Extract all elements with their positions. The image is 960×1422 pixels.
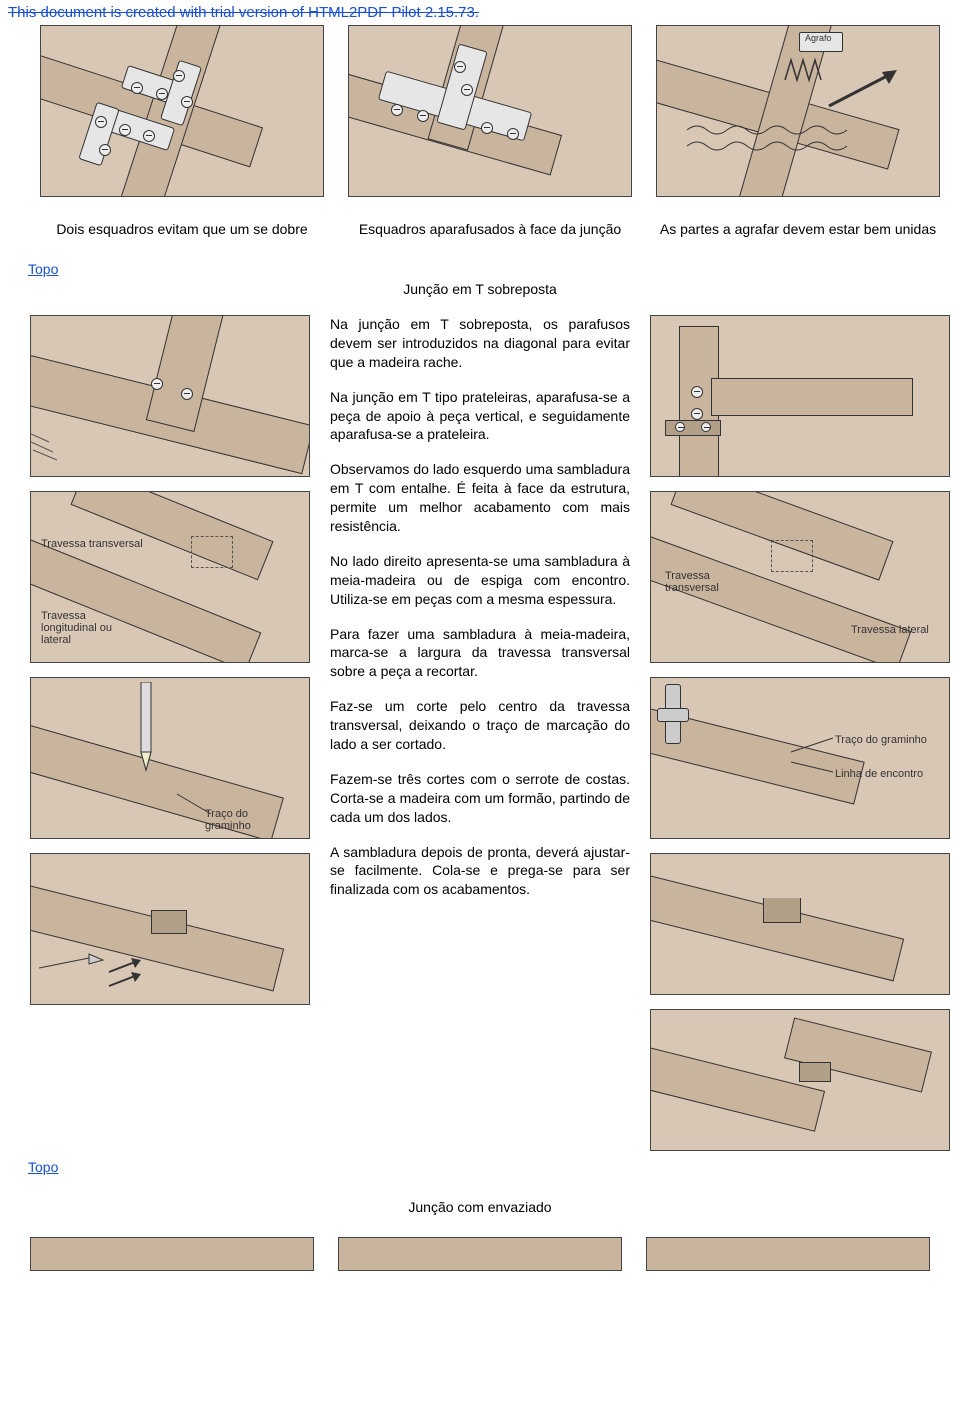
figure-2 [348,25,632,197]
left-fig-1 [30,315,310,477]
right-fig2-label-b: Travessa lateral [851,624,931,636]
para-7: Fazem-se três cortes com o serrote de co… [330,770,630,827]
right-fig-5 [650,1009,950,1151]
para-5: Para fazer uma sambladura à meia-madeira… [330,625,630,682]
figure-1 [40,25,324,197]
topo-link-2[interactable]: Topo [0,1159,960,1175]
left-fig2-label-b: Travessa longitudinal ou lateral [41,610,131,646]
section-title-1: Junção em T sobreposta [0,277,960,315]
para-3: Observamos do lado esquerdo uma sambladu… [330,460,630,536]
right-fig-1 [650,315,950,477]
left-fig2-label-a: Travessa transversal [41,538,143,550]
top-figures-row: Agrafo [0,25,960,207]
para-1: Na junção em T sobreposta, os parafusos … [330,315,630,372]
right-fig2-label-a: Travessa transversal [665,570,735,594]
bottom-strip-3 [646,1237,930,1271]
figure-3: Agrafo [656,25,940,197]
right-fig-3: Traço do graminho Linha de encontro [650,677,950,839]
bottom-figure-strip [0,1223,960,1271]
caption-1: Dois esquadros evitam que um se dobre [40,221,324,237]
left-fig-2: Travessa transversal Travessa longitudin… [30,491,310,663]
section-title-2: Junção com envaziado [0,1175,960,1223]
para-2: Na junção em T tipo prateleiras, aparafu… [330,388,630,445]
left-fig-3: Traço do graminho [30,677,310,839]
left-image-column: Travessa transversal Travessa longitudin… [30,315,310,1005]
bottom-strip-1 [30,1237,314,1271]
caption-3: As partes a agrafar devem estar bem unid… [656,221,940,237]
topo-link-1[interactable]: Topo [0,261,960,277]
right-fig3-label-a: Traço do graminho [835,734,935,746]
left-fig-4 [30,853,310,1005]
trial-watermark: This document is created with trial vers… [0,0,960,25]
top-captions-row: Dois esquadros evitam que um se dobre Es… [0,207,960,261]
para-4: No lado direito apresenta-se uma samblad… [330,552,630,609]
center-text-column: Na junção em T sobreposta, os parafusos … [330,315,630,915]
bottom-strip-2 [338,1237,622,1271]
right-fig3-label-b: Linha de encontro [835,768,925,780]
caption-2: Esquadros aparafusados à face da junção [348,221,632,237]
para-8: A sambladura depois de pronta, deverá aj… [330,843,630,900]
para-6: Faz-se um corte pelo centro da travessa … [330,697,630,754]
right-image-column: Travessa transversal Travessa lateral Tr… [650,315,950,1151]
main-three-column: Travessa transversal Travessa longitudin… [0,315,960,1151]
staple-label: Agrafo [805,34,832,44]
right-fig-2: Travessa transversal Travessa lateral [650,491,950,663]
right-fig-4 [650,853,950,995]
